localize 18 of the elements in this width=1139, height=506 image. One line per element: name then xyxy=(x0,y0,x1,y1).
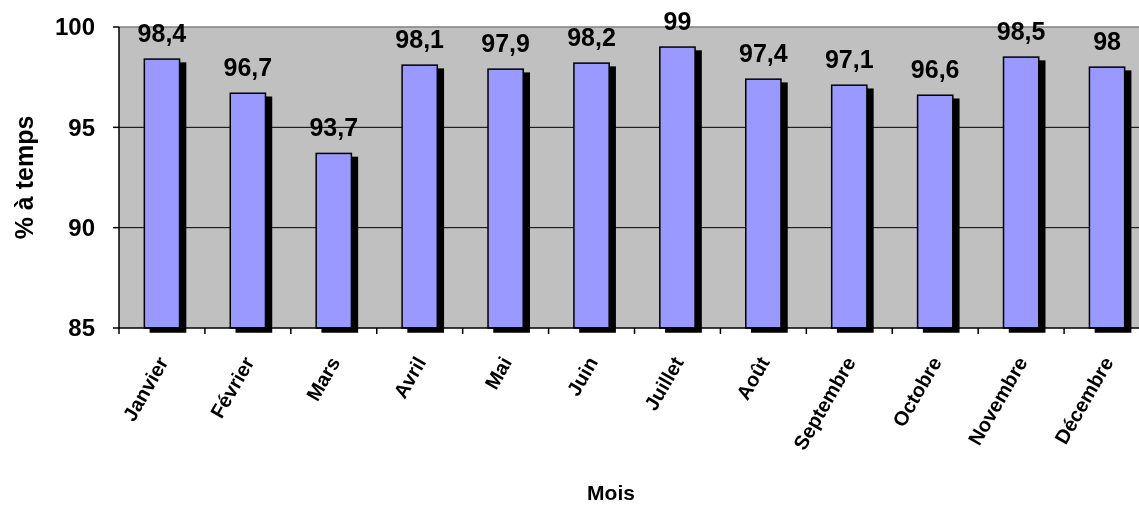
data-label: 98,2 xyxy=(567,23,616,52)
data-label: 96,7 xyxy=(223,53,273,82)
data-label: 97,9 xyxy=(481,29,530,58)
data-label: 98,5 xyxy=(996,17,1046,46)
data-label: 98,4 xyxy=(137,19,187,48)
y-axis-title: % à temps xyxy=(10,115,38,240)
data-label: 96,6 xyxy=(910,55,960,84)
y-tick-label: 100 xyxy=(54,13,95,41)
data-label: 99 xyxy=(663,7,692,36)
x-tick-label: Mai xyxy=(480,353,517,393)
data-label: 97,4 xyxy=(739,39,788,68)
y-tick-label: 90 xyxy=(68,214,95,242)
y-tick-label: 85 xyxy=(68,314,95,342)
x-axis-title: Mois xyxy=(587,481,635,504)
y-tick-label: 95 xyxy=(68,113,95,141)
data-label: 98,1 xyxy=(395,25,445,54)
data-label: 98 xyxy=(1093,27,1122,56)
data-label: 97,1 xyxy=(824,45,874,74)
